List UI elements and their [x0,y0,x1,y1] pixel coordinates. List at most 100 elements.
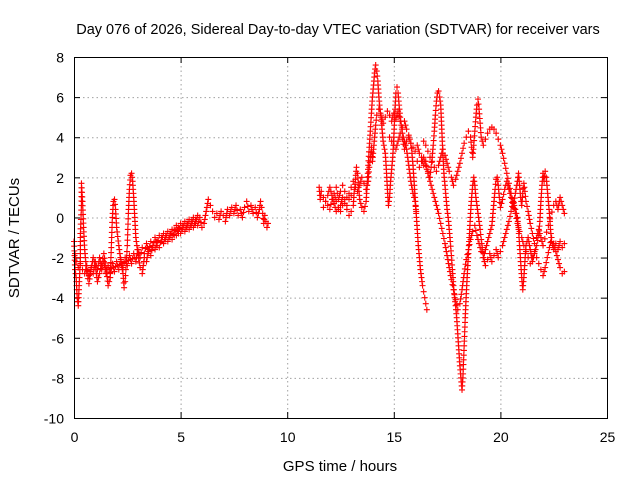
data-point [457,296,464,303]
data-point [440,235,447,242]
data-point [397,130,404,137]
data-point [326,184,333,191]
data-point [514,220,521,227]
data-point [194,212,201,219]
data-point [360,180,367,187]
data-point [525,208,532,215]
data-point [550,240,557,247]
data-point [218,208,225,215]
data-point [446,168,453,175]
data-point [457,155,464,162]
data-point [505,218,512,225]
data-point [427,169,434,176]
y-tick-label: -4 [52,290,65,306]
data-point [502,165,509,172]
data-point [434,206,441,213]
x-axis-label: GPS time / hours [283,458,397,475]
data-point [128,260,135,267]
data-point [451,291,458,298]
data-point [433,202,440,209]
data-point [159,234,166,241]
data-point [442,244,449,251]
data-point [257,198,264,205]
data-point [508,194,515,201]
data-point [366,159,373,166]
data-point [326,206,333,213]
data-point [522,248,529,255]
data-point [85,272,92,279]
data-point [545,222,552,229]
data-point [530,235,537,242]
data-point [537,234,544,241]
data-point [113,258,120,265]
data-point [447,272,454,279]
x-tick-label: 5 [177,429,185,445]
data-point [396,134,403,141]
data-point [473,232,480,239]
data-point [522,198,529,205]
data-point [499,196,506,203]
data-point [209,208,216,215]
data-point [501,160,508,167]
data-point [164,228,171,235]
data-point [240,209,247,216]
data-point [429,186,436,193]
data-point [327,201,334,208]
data-point [477,231,484,238]
data-point [414,142,421,149]
data-point [535,226,542,233]
data-point [100,250,107,257]
data-point [432,198,439,205]
data-point [484,130,491,137]
data-point [558,198,565,205]
data-point [402,142,409,149]
data-point [234,207,241,214]
grid-lines [74,57,607,418]
data-point [375,106,382,113]
data-point [346,196,353,203]
data-point [318,188,325,195]
data-point [461,140,468,147]
data-point [478,134,485,141]
data-point [423,166,430,173]
x-tick-label: 0 [71,429,79,445]
data-point [331,190,338,197]
data-point [480,142,487,149]
data-point [469,149,476,156]
data-point [508,208,515,215]
data-point [477,244,484,251]
data-point [503,178,510,185]
data-point [441,152,448,159]
data-point [528,225,535,232]
data-point [388,138,395,145]
data-point [452,176,459,183]
data-point [108,239,115,246]
data-point [516,228,523,235]
data-point [557,194,564,201]
data-point [475,96,482,103]
data-point [333,184,340,191]
data-point [557,264,564,271]
data-point [482,262,489,269]
data-point [154,242,161,249]
data-point [356,182,363,189]
data-point [542,168,549,175]
data-point [543,259,550,266]
data-point [529,230,536,237]
data-point [168,230,175,237]
data-point [449,281,456,288]
data-point [559,202,566,209]
data-point [328,196,335,203]
data-point [115,266,122,273]
x-tick-label: 15 [387,429,403,445]
data-point [431,164,438,171]
data-point [525,234,532,241]
data-point [443,248,450,255]
data-point [360,208,367,215]
data-point [531,248,538,255]
data-point [526,216,533,223]
data-point [96,254,103,261]
data-point [491,126,498,133]
data-point [557,238,564,245]
